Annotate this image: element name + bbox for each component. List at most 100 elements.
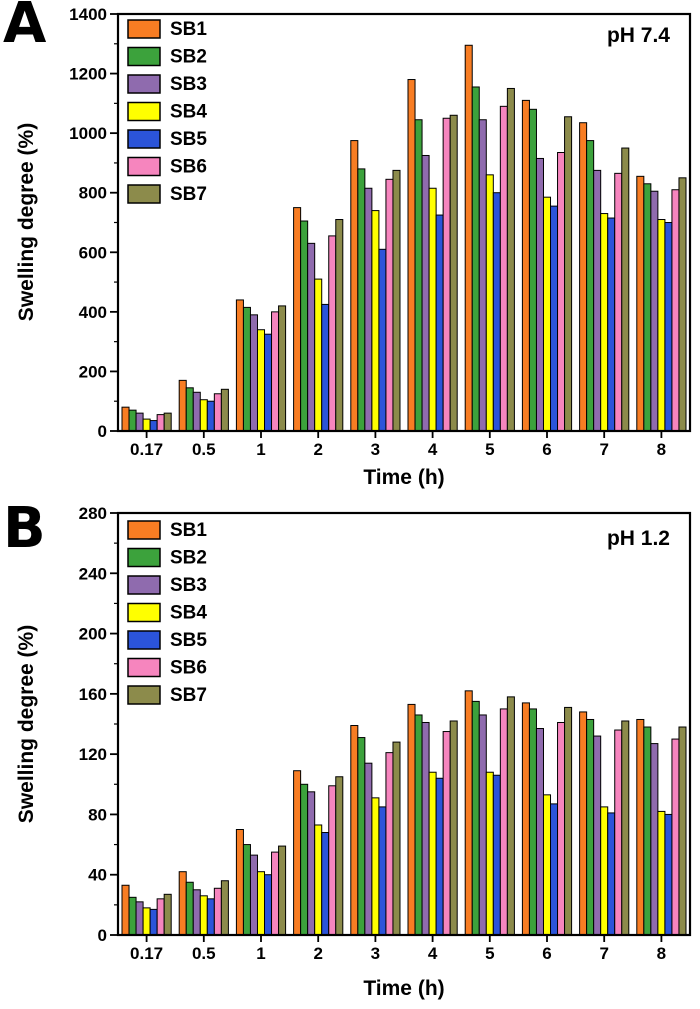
bar-sb4	[428, 771, 437, 936]
bar-sb4	[542, 794, 552, 936]
bar-sb1	[464, 690, 473, 936]
bar-sb4	[485, 174, 494, 432]
y-tick-label: 40	[88, 866, 107, 885]
bar-sb6	[499, 708, 508, 936]
bar-sb3	[421, 721, 430, 936]
bar-sb6	[499, 105, 508, 432]
bar-sb5	[550, 803, 559, 936]
bar-sb2	[528, 708, 537, 936]
legend-label-sb6: SB6	[170, 658, 207, 679]
x-tick-label: 1	[256, 440, 265, 459]
bar-sb4	[256, 871, 266, 936]
bar-sb7	[621, 720, 630, 936]
bar-sb4	[314, 278, 323, 432]
bar-sb4	[600, 806, 609, 936]
bar-sb6	[213, 393, 222, 432]
bar-sb1	[521, 702, 530, 936]
panel-b-letter: B	[3, 496, 46, 561]
y-tick-label: 80	[88, 805, 107, 824]
bar-sb3	[593, 169, 602, 432]
x-tick-label: 5	[485, 944, 494, 963]
y-tick-label: 200	[79, 362, 107, 381]
bar-sb6	[271, 851, 280, 936]
bar-sb1	[464, 44, 473, 432]
y-tick-label: 200	[79, 625, 107, 644]
legend-label-sb7: SB7	[170, 685, 207, 706]
x-tick-label: 5	[485, 440, 494, 459]
legend-swatch-sb2	[127, 547, 161, 568]
bar-sb5	[149, 908, 158, 936]
bar-sb7	[506, 696, 515, 936]
bar-sb3	[192, 889, 201, 936]
bar-sb2	[185, 387, 194, 432]
legend-swatch-sb7	[127, 184, 161, 204]
x-axis-title: Time (h)	[363, 977, 445, 1000]
bar-sb7	[564, 116, 573, 432]
legend-swatch-sb1	[127, 19, 161, 39]
x-tick-label: 4	[428, 440, 438, 459]
legend-label-sb7: SB7	[170, 184, 207, 205]
y-tick-label: 0	[98, 422, 107, 441]
bar-sb6	[442, 117, 451, 432]
bar-sb6	[156, 898, 165, 936]
bar-sb4	[371, 797, 380, 936]
y-axis-title: Swelling degree (%)	[15, 122, 38, 322]
bar-sb3	[249, 854, 258, 936]
bar-sb6	[557, 152, 566, 432]
bar-sb3	[593, 735, 602, 936]
bar-sb5	[492, 774, 501, 936]
bar-sb7	[220, 388, 229, 432]
bar-sb6	[671, 738, 680, 936]
bar-sb2	[128, 409, 137, 432]
bar-sb6	[271, 311, 280, 432]
bar-sb7	[678, 726, 687, 936]
bar-sb3	[535, 728, 544, 936]
y-tick-label: 1000	[69, 124, 107, 143]
bar-sb1	[350, 725, 359, 936]
legend-swatch-sb7	[127, 685, 161, 705]
bar-sb6	[557, 721, 566, 936]
bar-sb5	[435, 214, 444, 432]
bar-sb2	[357, 737, 366, 936]
bar-sb5	[378, 248, 387, 432]
bar-sb2	[586, 140, 595, 432]
x-tick-label: 6	[542, 944, 551, 963]
legend-swatch-sb5	[127, 630, 161, 650]
bar-sb2	[242, 844, 251, 936]
bar-sb6	[328, 785, 337, 936]
bar-sb1	[350, 140, 359, 432]
bar-sb2	[586, 718, 595, 936]
x-tick-label: 0.17	[130, 944, 163, 963]
y-tick-label: 800	[79, 184, 107, 203]
bar-sb3	[307, 242, 316, 432]
y-tick-label: 0	[98, 926, 107, 945]
bar-sb3	[535, 157, 544, 432]
bar-sb4	[199, 399, 208, 432]
bars	[121, 690, 687, 936]
bar-sb2	[471, 700, 480, 936]
bar-sb4	[142, 418, 151, 432]
bar-sb7	[564, 706, 573, 936]
bar-sb7	[449, 720, 458, 936]
bar-sb1	[121, 406, 130, 432]
bar-sb2	[471, 86, 480, 432]
y-tick-label: 160	[79, 685, 107, 704]
bar-sb4	[256, 329, 266, 432]
bar-sb7	[449, 114, 458, 432]
bar-sb7	[392, 169, 401, 432]
bar-sb1	[121, 884, 130, 936]
legend-swatch-sb2	[127, 46, 161, 67]
x-tick-label: 2	[313, 944, 322, 963]
ph-annotation: pH 1.2	[606, 527, 670, 550]
bar-sb7	[220, 880, 229, 936]
bar-sb2	[185, 881, 194, 936]
bar-sb3	[135, 412, 144, 432]
bar-sb3	[421, 154, 430, 432]
bar-sb1	[521, 99, 530, 432]
x-tick-label: 7	[599, 944, 608, 963]
legend-swatch-sb6	[127, 657, 161, 678]
bar-sb7	[163, 893, 172, 936]
legend-label-sb5: SB5	[170, 630, 207, 651]
bar-sb3	[650, 743, 659, 936]
bar-sb5	[550, 205, 559, 432]
